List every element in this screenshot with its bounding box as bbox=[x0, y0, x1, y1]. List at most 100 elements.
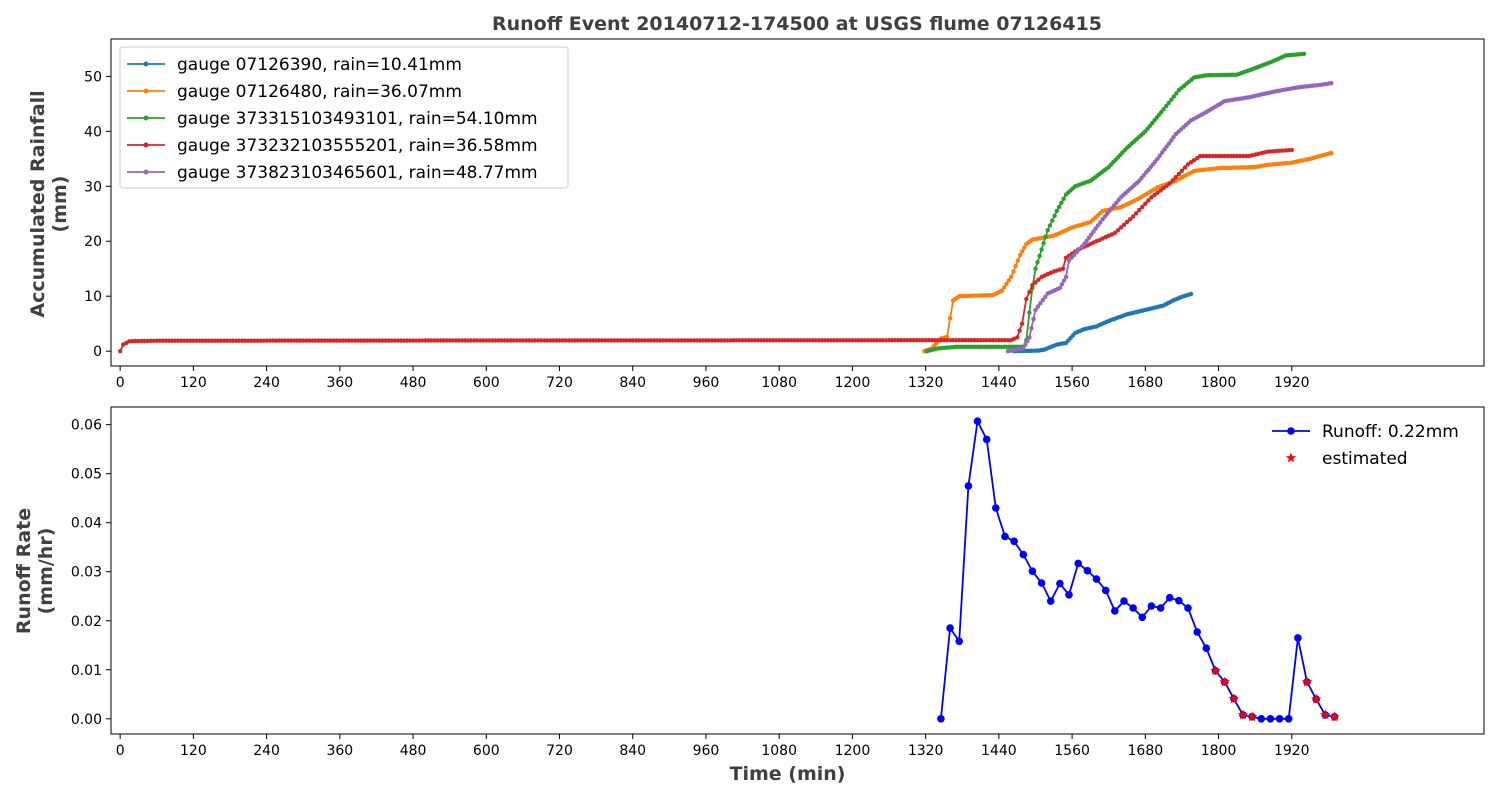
data-point bbox=[224, 338, 230, 343]
data-point bbox=[1127, 217, 1133, 222]
data-point bbox=[462, 338, 468, 343]
data-point bbox=[1017, 328, 1022, 333]
data-point bbox=[374, 338, 379, 343]
x-tick-label: 1920 bbox=[1274, 375, 1310, 391]
data-point bbox=[612, 338, 617, 343]
data-point bbox=[737, 338, 742, 343]
estimated-point bbox=[1329, 711, 1340, 722]
runoff-point bbox=[964, 482, 973, 490]
data-point bbox=[807, 338, 812, 343]
data-point bbox=[368, 338, 373, 343]
runoff-point bbox=[1065, 591, 1073, 599]
runoff-point bbox=[1083, 566, 1092, 575]
data-point bbox=[444, 338, 449, 343]
legend-marker bbox=[1285, 452, 1297, 463]
data-point bbox=[1159, 150, 1165, 155]
data-point bbox=[1243, 153, 1249, 159]
plot-area bbox=[118, 51, 1334, 354]
data-point bbox=[563, 338, 568, 343]
data-point bbox=[868, 338, 873, 343]
estimated-point bbox=[1228, 693, 1239, 704]
data-point bbox=[1021, 346, 1026, 351]
estimated-point bbox=[1320, 709, 1331, 720]
data-point bbox=[383, 338, 388, 343]
series-4 bbox=[118, 147, 1295, 354]
data-point bbox=[413, 338, 419, 343]
data-point bbox=[337, 338, 342, 343]
x-tick-label: 1320 bbox=[908, 375, 944, 391]
runoff-point bbox=[1037, 579, 1046, 587]
data-point bbox=[1124, 219, 1130, 225]
data-point bbox=[1158, 188, 1163, 193]
runoff-panel: 0 120 240 360 480 600 720 840 960 1080 1200 1320 144… bbox=[13, 406, 1485, 785]
x-tick-label: 360 bbox=[326, 743, 353, 759]
data-point bbox=[856, 338, 861, 343]
runoff-point bbox=[955, 637, 963, 646]
data-point bbox=[819, 338, 825, 343]
x-tick-label: 0 bbox=[116, 743, 125, 759]
data-point bbox=[957, 338, 962, 343]
data-point bbox=[1011, 269, 1016, 274]
runoff-point bbox=[1147, 602, 1156, 610]
y-axis-title: Accumulated Rainfall(mm) bbox=[27, 90, 71, 317]
data-point bbox=[1054, 208, 1060, 214]
y-tick-label: 0 bbox=[93, 344, 102, 360]
data-point bbox=[862, 338, 867, 343]
data-point bbox=[526, 338, 532, 343]
data-point bbox=[1013, 263, 1018, 269]
data-point bbox=[664, 338, 669, 343]
data-point bbox=[923, 338, 928, 343]
data-point bbox=[420, 338, 425, 343]
data-point bbox=[999, 288, 1005, 293]
estimated-point bbox=[1210, 665, 1221, 676]
estimated-point bbox=[1219, 676, 1230, 687]
data-point bbox=[975, 338, 980, 343]
series-5 bbox=[1005, 80, 1334, 354]
x-tick-label: 1920 bbox=[1274, 743, 1310, 759]
y-axis-title: Runoff Rate(mm/hr) bbox=[13, 508, 57, 634]
legend-entry: gauge 373232103555201, rain=36.58mm bbox=[177, 136, 538, 156]
series-3 bbox=[924, 51, 1307, 354]
plot-frame bbox=[110, 38, 1485, 367]
runoff-point bbox=[1184, 604, 1192, 612]
data-point bbox=[1170, 178, 1176, 183]
x-tick-label: 120 bbox=[180, 743, 207, 759]
data-point bbox=[481, 338, 486, 343]
data-point bbox=[493, 338, 498, 343]
x-tick-label: 1680 bbox=[1128, 743, 1164, 759]
data-point bbox=[1047, 223, 1053, 228]
runoff-point bbox=[1138, 613, 1147, 622]
data-point bbox=[456, 338, 461, 343]
data-point bbox=[389, 338, 394, 343]
plot-frame bbox=[110, 406, 1485, 735]
data-point bbox=[606, 338, 611, 343]
x-tick-label: 960 bbox=[693, 743, 720, 759]
data-point bbox=[1030, 283, 1035, 288]
data-point bbox=[1038, 301, 1043, 306]
data-point bbox=[169, 338, 175, 343]
legend: gauge 07126390, rain=10.41mm gauge 071264… bbox=[119, 46, 569, 189]
runoff-point bbox=[1275, 715, 1284, 723]
data-point bbox=[1164, 144, 1169, 149]
data-point bbox=[505, 338, 510, 343]
data-point bbox=[1157, 153, 1163, 158]
data-point bbox=[163, 338, 169, 343]
data-point bbox=[380, 338, 385, 343]
x-tick-label: 480 bbox=[400, 743, 427, 759]
data-point bbox=[270, 338, 275, 343]
runoff-series bbox=[937, 417, 1339, 723]
data-point bbox=[1077, 247, 1082, 252]
y-tick-label: 0.04 bbox=[71, 516, 102, 532]
data-point bbox=[743, 338, 748, 343]
data-point bbox=[1082, 241, 1087, 247]
data-point bbox=[630, 338, 635, 343]
data-point bbox=[243, 338, 248, 343]
data-point bbox=[1024, 296, 1029, 302]
data-point bbox=[182, 338, 187, 343]
data-point bbox=[1164, 183, 1169, 188]
data-point bbox=[1289, 147, 1295, 153]
data-point bbox=[905, 338, 910, 343]
x-tick-label: 1800 bbox=[1201, 743, 1237, 759]
runoff-point bbox=[1001, 532, 1009, 541]
data-point bbox=[331, 338, 336, 343]
